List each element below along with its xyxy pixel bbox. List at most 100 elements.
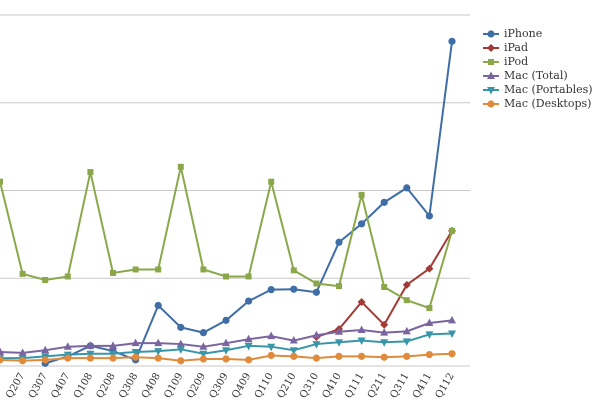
point [244,334,253,343]
point [380,339,389,347]
point [403,352,411,360]
point [222,355,230,363]
x-tick-label: Q209 [185,371,208,400]
x-tick-label: Q311 [388,371,411,400]
point [290,267,297,274]
point [448,37,456,45]
legend-label: Mac (Desktops) [504,97,591,110]
x-tick-label: Q410 [321,371,344,400]
x-tick-label: Q407 [49,371,72,400]
point [268,178,275,185]
x-tick-label: Q309 [208,371,231,400]
point [109,341,117,349]
point [64,273,71,280]
point [336,283,342,290]
point [177,357,185,365]
legend-label: iPhone [504,27,542,40]
x-tick-label: Q111 [343,371,366,400]
line [44,41,453,365]
legend-marker [487,100,495,108]
point [267,351,275,360]
point [154,354,162,362]
legend-label: iPad [504,41,528,54]
x-tick-label: Q411 [411,371,434,400]
point [131,338,140,347]
x-tick-label: Q307 [27,371,50,400]
point [0,178,3,185]
point [199,350,208,359]
x-tick-label: Q112 [434,371,457,400]
point [41,345,50,354]
point [425,350,433,359]
x-tick-label: Q210 [275,371,298,400]
legend-marker [487,87,495,95]
x-tick-label: Q310 [298,371,321,400]
point [109,354,117,362]
x-tick-label: Q409 [230,371,253,400]
point [267,286,275,294]
point [110,269,116,276]
series [41,37,456,367]
x-tick-label: Q408 [140,371,163,400]
x-tick-label: Q109 [162,371,185,400]
point [380,198,388,206]
point [245,356,253,364]
point [335,238,343,246]
point [244,342,253,351]
point [222,316,230,324]
point [426,305,433,312]
point [449,227,455,234]
legend-marker [488,59,494,65]
legend-label: iPod [504,55,528,68]
legend-marker [487,30,495,38]
point [177,323,185,331]
legend-label: Mac (Total) [504,69,568,82]
point [312,354,320,362]
point [312,341,321,349]
x-tick-label: Q207 [4,371,27,400]
point [335,339,343,347]
point [86,350,95,359]
point [19,357,27,365]
point [289,336,298,344]
point [312,288,320,296]
point [425,212,433,220]
point [313,280,320,287]
point [448,350,456,358]
point [86,341,95,349]
point [290,352,298,360]
point [380,353,388,361]
point [357,297,366,306]
point [289,347,298,355]
point [64,354,72,362]
series [0,315,456,356]
point [245,273,252,280]
point [425,318,434,327]
point [245,297,253,305]
x-tick-label: Q110 [253,371,276,400]
legend-label: Mac (Portables) [504,83,593,96]
point [131,348,140,357]
point [403,184,411,192]
x-tick-label: Q108 [72,371,95,400]
point [154,338,163,347]
series [0,350,456,365]
x-tick-label: Q211 [366,371,389,400]
point [403,297,410,304]
point [223,273,229,280]
point [448,315,456,324]
legend-marker [487,44,495,52]
point [199,355,207,363]
point [132,353,140,361]
point [380,320,389,329]
point [176,346,185,354]
point [402,280,411,289]
point [19,270,26,277]
point [312,330,321,339]
point [87,169,94,176]
point [199,342,208,350]
point [358,191,365,198]
point [42,277,49,284]
point [154,301,162,310]
